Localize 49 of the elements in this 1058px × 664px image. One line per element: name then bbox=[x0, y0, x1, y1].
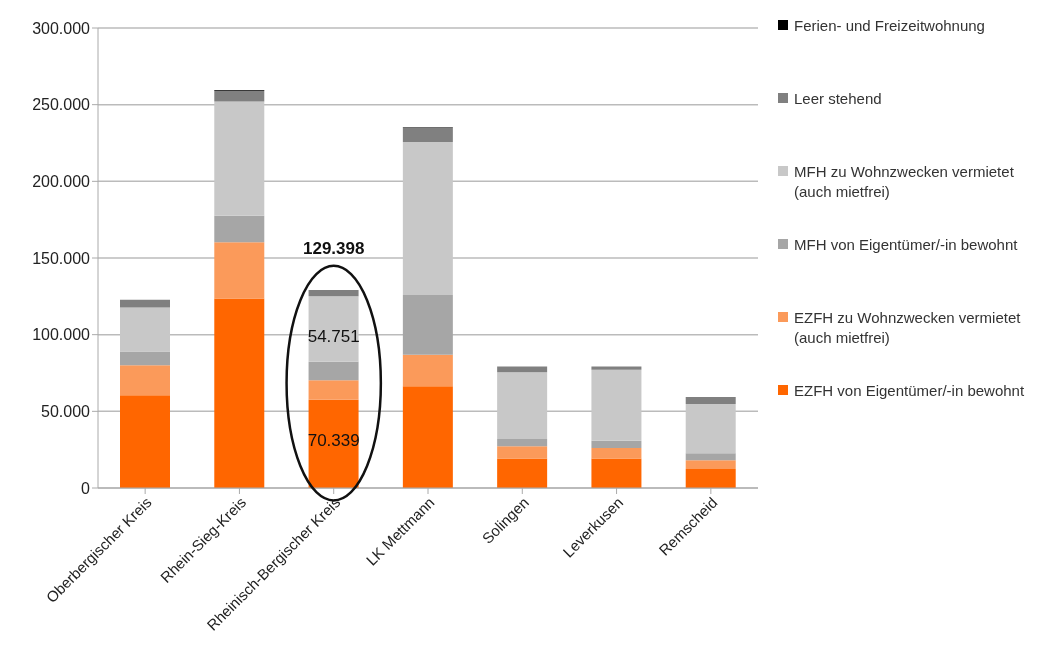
bar bbox=[591, 447, 642, 459]
bar bbox=[402, 127, 453, 142]
bar bbox=[497, 439, 548, 447]
bar bbox=[497, 446, 548, 459]
legend-label: Leer stehend bbox=[794, 89, 882, 109]
bar bbox=[308, 290, 359, 297]
legend-label: MFH von Eigentümer/-in bewohnt bbox=[794, 235, 1018, 255]
y-tick-label: 0 bbox=[81, 479, 91, 497]
bar bbox=[685, 460, 736, 469]
bar bbox=[402, 294, 453, 355]
bar bbox=[685, 468, 736, 488]
bar bbox=[120, 299, 170, 308]
bar bbox=[120, 307, 170, 352]
annotation: 129.398 bbox=[302, 239, 365, 259]
bar bbox=[591, 369, 642, 441]
bar bbox=[402, 386, 453, 488]
y-tick-label: 150.000 bbox=[32, 249, 91, 267]
y-tick-label: 100.000 bbox=[32, 326, 91, 344]
bar bbox=[591, 440, 642, 448]
y-tick-label: 50.000 bbox=[41, 403, 91, 421]
bar bbox=[685, 453, 736, 461]
bar bbox=[591, 366, 642, 370]
bar bbox=[402, 354, 453, 387]
annotation: 54.751 bbox=[307, 327, 360, 347]
bar bbox=[308, 361, 359, 381]
bar bbox=[497, 366, 548, 373]
legend-label: EZFH zu Wohnzwecken vermietet (auch mietfrei) bbox=[794, 308, 1022, 348]
bar bbox=[591, 458, 642, 488]
bar bbox=[308, 296, 359, 362]
y-tick-label: 250.000 bbox=[32, 96, 91, 114]
bar bbox=[214, 90, 265, 102]
legend-label: EZFH von Eigentümer/-in bewohnt bbox=[794, 381, 1025, 401]
bar bbox=[214, 242, 265, 299]
bar bbox=[497, 372, 548, 440]
bar bbox=[497, 458, 548, 488]
bar bbox=[685, 396, 736, 404]
bar bbox=[120, 351, 170, 366]
y-tick-label: 300.000 bbox=[32, 19, 91, 37]
bar bbox=[214, 215, 265, 243]
bar bbox=[308, 380, 359, 400]
legend-label: MFH zu Wohnzwecken vermietet (auch mietfrei) bbox=[794, 162, 1015, 202]
y-tick-label: 200.000 bbox=[32, 173, 91, 191]
bar bbox=[685, 403, 736, 454]
bar bbox=[120, 365, 170, 396]
bar bbox=[402, 141, 453, 295]
bar bbox=[214, 101, 265, 216]
bar bbox=[120, 395, 170, 488]
legend-label: Ferien- und Freizeitwohnung bbox=[794, 16, 985, 36]
bar bbox=[214, 298, 265, 488]
